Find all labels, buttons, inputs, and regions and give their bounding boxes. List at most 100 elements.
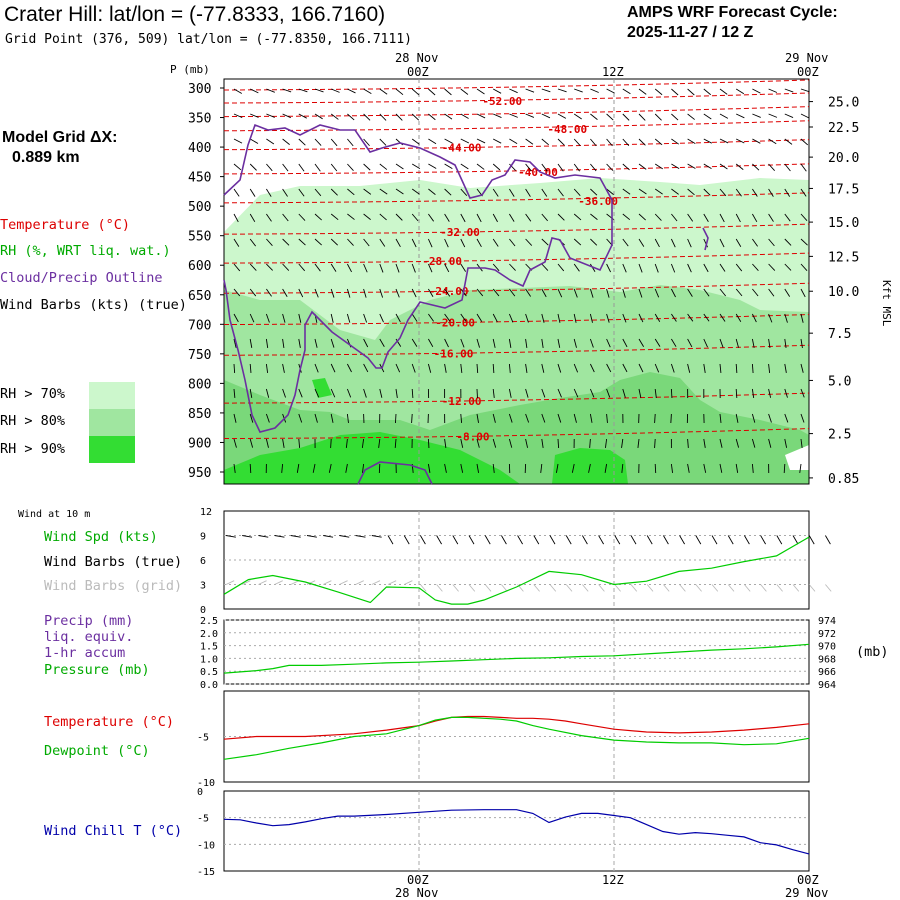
top-time-label-00z: 00Z	[407, 65, 429, 79]
section-wind-barb	[460, 313, 467, 322]
pressure-line	[223, 643, 810, 674]
section-wind-barb	[298, 313, 302, 323]
section-wind-barb	[751, 413, 756, 423]
section-wind-barb	[670, 463, 674, 473]
section-wind-barb	[298, 413, 303, 423]
section-wind-barb	[606, 388, 611, 398]
section-wind-barb	[638, 188, 647, 195]
isotherm-line	[223, 92, 810, 104]
section-wind-barb	[589, 363, 595, 373]
section-wind-barb	[687, 313, 694, 322]
section-wind-barb	[476, 213, 482, 223]
forecast-cycle-label: AMPS WRF Forecast Cycle:	[627, 4, 838, 21]
section-wind-barb	[363, 363, 369, 373]
section-wind-barb	[395, 113, 403, 121]
section-wind-barb	[345, 463, 348, 473]
section-wind-barb	[508, 363, 511, 374]
section-wind-barb	[606, 288, 610, 298]
section-wind-barb	[654, 88, 663, 96]
wind-barb-grid	[744, 584, 751, 592]
section-wind-barb	[509, 88, 518, 94]
section-wind-barb	[249, 388, 253, 398]
section-wind-barb	[557, 388, 562, 398]
section-wind-barb	[282, 138, 290, 145]
section-wind-barb	[622, 138, 630, 146]
section-wind-barb	[363, 163, 371, 171]
section-wind-barb	[345, 438, 348, 448]
rh80-region-small	[624, 292, 650, 310]
section-wind-barb	[282, 288, 288, 297]
section-wind-barb	[233, 363, 236, 374]
isotherm-label: -20.00	[435, 317, 475, 330]
section-wind-barb	[687, 463, 690, 473]
section-wind-barb	[394, 438, 397, 449]
section-wind-barb	[573, 113, 582, 120]
wind-barb-grid	[436, 584, 443, 592]
section-wind-barb	[541, 188, 548, 197]
section-wind-barb	[347, 113, 355, 121]
section-wind-barb	[314, 363, 319, 373]
section-wind-barb	[590, 138, 597, 147]
section-wind-barb	[800, 163, 807, 172]
section-wind-barb	[525, 313, 529, 323]
section-wind-barb	[428, 188, 436, 196]
isotherm-line	[223, 79, 810, 91]
section-wind-barb	[589, 413, 593, 423]
section-wind-barb	[703, 313, 710, 322]
section-wind-barb	[638, 338, 645, 347]
wind-barb-grid	[727, 584, 735, 592]
section-wind-barb	[298, 263, 306, 272]
section-wind-barb	[557, 138, 565, 146]
section-wind-barb	[719, 363, 722, 373]
wind-barb-grid	[501, 584, 508, 592]
section-wind-barb	[638, 263, 643, 273]
section-wind-barb	[671, 188, 679, 195]
wind-barb-grid	[371, 580, 381, 585]
wind-barb-grid	[646, 584, 654, 592]
section-wind-barb	[233, 338, 237, 348]
section-wind-barb	[250, 113, 259, 118]
wind-barb-true	[371, 535, 382, 538]
section-wind-barb	[460, 213, 466, 223]
wind-barb-grid	[306, 580, 316, 585]
section-wind-barb	[541, 138, 549, 146]
wind-tick-label: 12	[200, 507, 212, 518]
section-wind-barb	[233, 113, 243, 119]
wind-barb-true	[549, 535, 556, 545]
section-wind-barb	[509, 113, 518, 118]
section-wind-barb	[509, 263, 516, 271]
section-wind-barb	[444, 188, 452, 196]
section-wind-barb	[687, 163, 696, 169]
precip-tick-label: 0.5	[200, 667, 218, 678]
section-wind-barb	[784, 238, 792, 246]
isotherm-label: -8.00	[456, 431, 489, 444]
pressure-tick-label: 700	[188, 318, 211, 333]
section-wind-barb	[768, 88, 778, 93]
section-wind-barb	[735, 338, 739, 348]
section-wind-barb	[800, 138, 809, 146]
wind-barb-true	[679, 535, 685, 545]
section-wind-barb	[719, 213, 725, 223]
section-wind-barb	[784, 138, 793, 145]
wind-barb-grid	[614, 584, 621, 592]
section-wind-barb	[800, 438, 803, 448]
section-wind-barb	[735, 138, 745, 144]
height-tick-label: 12.5	[828, 250, 859, 265]
wind-barb-true	[436, 535, 442, 545]
section-wind-barb	[541, 338, 544, 348]
section-wind-barb	[638, 163, 647, 170]
height-tick-label: 17.5	[828, 182, 859, 197]
section-wind-barb	[492, 238, 499, 247]
section-wind-barb	[622, 388, 626, 398]
section-wind-barb	[444, 463, 447, 473]
wind-barb-true	[614, 535, 621, 545]
section-wind-barb	[330, 113, 339, 120]
dewpoint-line	[223, 716, 810, 760]
section-wind-barb	[687, 213, 694, 222]
isotherm-line	[223, 192, 810, 204]
wind-barb-true	[355, 535, 366, 538]
section-wind-barb	[621, 463, 624, 473]
section-wind-barb	[428, 213, 435, 222]
section-wind-barb	[298, 88, 308, 93]
pressure-panel-frame	[223, 619, 810, 685]
